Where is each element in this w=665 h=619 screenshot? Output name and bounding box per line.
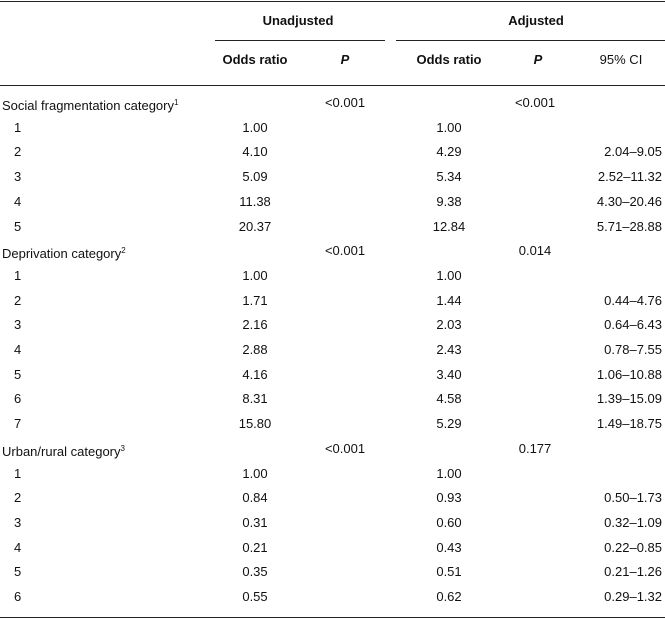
level: 2 [14,144,22,160]
confidence-interval: 0.64–6.43 [604,317,662,333]
section-label-text: Social fragmentation category [2,98,174,113]
level: 5 [14,366,22,382]
level: 2 [14,490,22,506]
odds-ratio: 5.34 [436,169,462,185]
odds-ratio: 8.31 [242,391,268,407]
column-header: Odds ratio [416,52,482,67]
odds-ratio: 1.00 [436,267,462,283]
column-header: P [340,52,350,67]
confidence-interval: 0.50–1.73 [604,490,662,506]
level: 1 [14,119,22,135]
confidence-interval: 0.32–1.09 [604,514,662,530]
odds-ratio: 2.16 [242,317,268,333]
odds-ratio: 0.60 [436,514,462,530]
odds-ratio: 2.43 [436,342,462,357]
confidence-interval: 0.21–1.26 [604,564,662,580]
column-header: Odds ratio [222,52,288,67]
odds-ratio: 15.80 [238,416,272,432]
level: 1 [14,267,22,283]
odds-ratio: 0.31 [242,514,268,530]
section-label: Social fragmentation category1 [2,95,178,114]
section-label-text: Deprivation category [2,246,122,262]
group-rule [396,40,665,41]
odds-ratio: 1.00 [242,267,268,283]
group-header: Unadjusted [262,13,334,28]
confidence-interval: 0.22–0.85 [604,539,662,555]
odds-ratio: 0.93 [436,490,462,506]
odds-ratio: 11.38 [239,193,271,209]
confidence-interval: 4.30–20.46 [596,193,662,209]
level: 3 [14,169,22,185]
odds-ratio: 4.58 [436,391,462,407]
confidence-interval: 1.49–18.75 [596,416,662,432]
odds-ratio: 5.09 [242,169,268,185]
odds-ratio: 4.29 [436,144,462,160]
group-header: Adjusted [508,13,564,28]
confidence-interval: 1.06–10.88 [596,366,662,382]
level: 5 [14,564,22,580]
odds-ratio: 0.43 [436,539,462,555]
odds-ratio: 1.00 [242,119,268,135]
footnote-marker: 3 [120,443,125,453]
odds-ratio: 0.21 [242,539,268,555]
level: 4 [14,193,22,209]
odds-ratio: 2.03 [436,317,462,333]
column-header: 95% CI [599,52,643,67]
level: 2 [14,292,22,308]
confidence-interval: 0.44–4.76 [604,292,662,308]
odds-ratio: 20.37 [238,218,272,234]
level: 6 [14,391,22,407]
confidence-interval: 5.71–28.88 [596,218,662,234]
odds-ratio: 0.35 [242,564,268,580]
level: 3 [14,317,22,333]
odds-ratio: 4.10 [242,144,268,160]
footnote-marker: 1 [173,98,179,107]
odds-ratio: 0.51 [436,564,462,580]
confidence-interval: 1.39–15.09 [596,391,662,407]
odds-ratio: 5.29 [436,416,462,432]
p-value: 0.014 [518,243,552,259]
group-rule [215,40,385,41]
p-value: 0.177 [518,440,552,456]
section-label: Urban/rural category3 [2,441,125,460]
level: 1 [14,465,22,481]
level: 7 [14,416,22,432]
confidence-interval: 0.78–7.55 [604,342,662,357]
level: 5 [14,218,22,234]
odds-ratio: 1.00 [436,465,462,481]
odds-ratio: 3.40 [436,366,462,382]
odds-ratio: 1.00 [242,465,268,481]
odds-ratio: 0.55 [242,589,268,604]
level: 4 [14,342,22,357]
top-rule [0,1,665,2]
odds-ratio: 9.38 [436,193,462,209]
odds-ratio: 4.16 [242,366,268,382]
odds-ratio: 0.62 [436,589,462,604]
level: 3 [14,514,22,530]
p-value: <0.001 [514,95,556,110]
confidence-interval: 2.52–11.32 [597,169,662,185]
level: 4 [14,539,22,555]
p-value: <0.001 [324,95,366,110]
odds-ratio: 12.84 [432,218,466,234]
section-label: Deprivation category2 [2,243,126,262]
odds-ratio: 1.71 [242,292,268,308]
odds-ratio: 1.00 [436,119,462,135]
odds-ratio: 1.44 [436,292,462,308]
header-rule [0,85,665,86]
odds-ratio: 2.88 [242,342,268,357]
confidence-interval: 2.04–9.05 [604,144,662,160]
p-value: <0.001 [324,440,366,456]
bottom-rule [0,617,665,618]
confidence-interval: 0.29–1.32 [604,589,662,604]
footnote-marker: 2 [121,246,126,256]
odds-ratio: 0.84 [242,490,268,506]
section-label-text: Urban/rural category [2,443,121,459]
level: 6 [14,589,22,604]
column-header: P [533,52,543,67]
p-value: <0.001 [324,243,366,259]
